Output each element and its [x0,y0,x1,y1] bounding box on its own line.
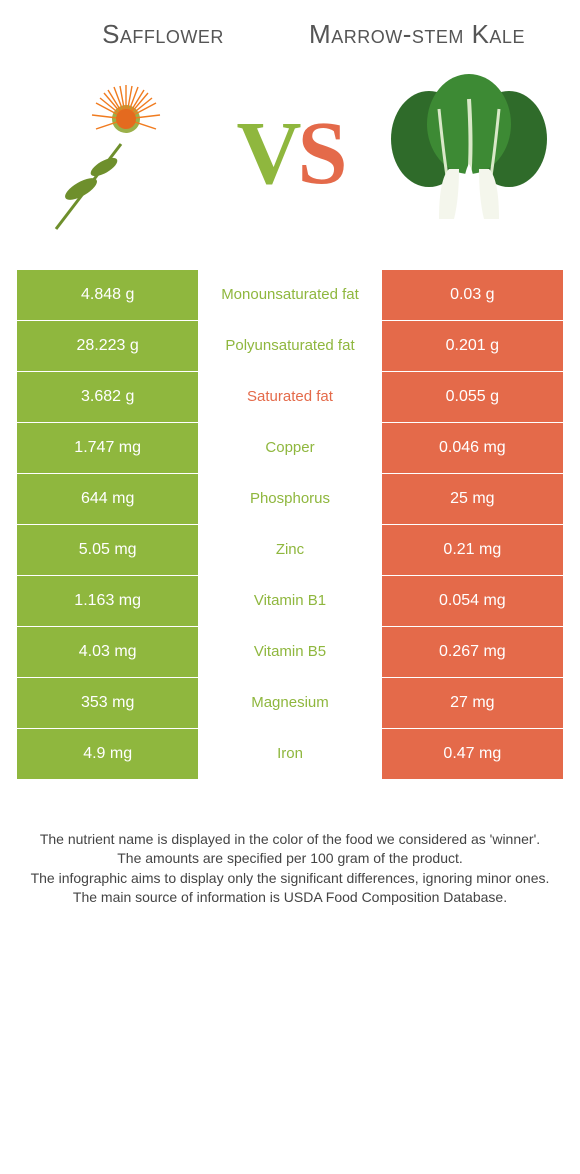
left-food-title: Safflower [36,20,290,49]
footer-notes: The nutrient name is displayed in the co… [16,830,564,908]
left-value-cell: 3.682 g [17,371,199,422]
vs-v: V [236,104,297,203]
right-value-cell: 0.201 g [381,320,563,371]
footer-line-2: The amounts are specified per 100 gram o… [26,849,554,869]
table-row: 28.223 gPolyunsaturated fat0.201 g [17,320,564,371]
right-value-cell: 0.21 mg [381,524,563,575]
right-food-image [384,69,554,239]
right-value-cell: 0.03 g [381,269,563,320]
nutrient-label-cell: Zinc [199,524,381,575]
table-row: 3.682 gSaturated fat0.055 g [17,371,564,422]
right-value-cell: 0.47 mg [381,728,563,779]
right-value-cell: 27 mg [381,677,563,728]
left-value-cell: 4.848 g [17,269,199,320]
right-value-cell: 0.054 mg [381,575,563,626]
vs-label: VS [236,102,343,205]
comparison-table: 4.848 gMonounsaturated fat0.03 g28.223 g… [16,269,564,780]
right-value-cell: 0.046 mg [381,422,563,473]
left-value-cell: 1.747 mg [17,422,199,473]
left-value-cell: 4.9 mg [17,728,199,779]
table-row: 4.03 mgVitamin B50.267 mg [17,626,564,677]
footer-line-3: The infographic aims to display only the… [26,869,554,889]
left-value-cell: 5.05 mg [17,524,199,575]
left-value-cell: 1.163 mg [17,575,199,626]
nutrient-label-cell: Iron [199,728,381,779]
left-value-cell: 4.03 mg [17,626,199,677]
comparison-infographic: Safflower Marrow-stem Kale [0,0,580,938]
nutrient-label-cell: Phosphorus [199,473,381,524]
comparison-tbody: 4.848 gMonounsaturated fat0.03 g28.223 g… [17,269,564,779]
table-row: 5.05 mgZinc0.21 mg [17,524,564,575]
nutrient-label-cell: Vitamin B1 [199,575,381,626]
nutrient-label-cell: Polyunsaturated fat [199,320,381,371]
nutrient-label-cell: Vitamin B5 [199,626,381,677]
kale-icon [384,69,554,239]
nutrient-label-cell: Monounsaturated fat [199,269,381,320]
footer-line-4: The main source of information is USDA F… [26,888,554,908]
right-value-cell: 0.267 mg [381,626,563,677]
nutrient-label-cell: Magnesium [199,677,381,728]
table-row: 1.747 mgCopper0.046 mg [17,422,564,473]
table-row: 353 mgMagnesium27 mg [17,677,564,728]
table-row: 1.163 mgVitamin B10.054 mg [17,575,564,626]
nutrient-label-cell: Copper [199,422,381,473]
images-row: VS [16,69,564,239]
left-value-cell: 28.223 g [17,320,199,371]
vs-s: S [297,104,343,203]
footer-line-1: The nutrient name is displayed in the co… [26,830,554,850]
nutrient-label-cell: Saturated fat [199,371,381,422]
left-food-image [26,69,196,239]
table-row: 644 mgPhosphorus25 mg [17,473,564,524]
safflower-icon [26,69,196,239]
left-value-cell: 353 mg [17,677,199,728]
right-food-title: Marrow-stem Kale [290,20,544,49]
right-value-cell: 0.055 g [381,371,563,422]
right-value-cell: 25 mg [381,473,563,524]
table-row: 4.848 gMonounsaturated fat0.03 g [17,269,564,320]
titles-row: Safflower Marrow-stem Kale [16,20,564,49]
left-value-cell: 644 mg [17,473,199,524]
table-row: 4.9 mgIron0.47 mg [17,728,564,779]
